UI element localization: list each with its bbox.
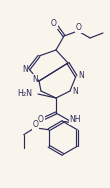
Text: O: O xyxy=(51,20,57,29)
Text: O: O xyxy=(76,24,82,33)
Text: NH: NH xyxy=(69,115,81,124)
Text: N: N xyxy=(32,74,38,83)
Text: N: N xyxy=(22,64,28,74)
Text: N: N xyxy=(78,70,84,80)
Text: O: O xyxy=(33,120,39,129)
Text: N: N xyxy=(72,87,78,96)
Text: H₂N: H₂N xyxy=(17,89,32,98)
Text: O: O xyxy=(38,115,44,124)
